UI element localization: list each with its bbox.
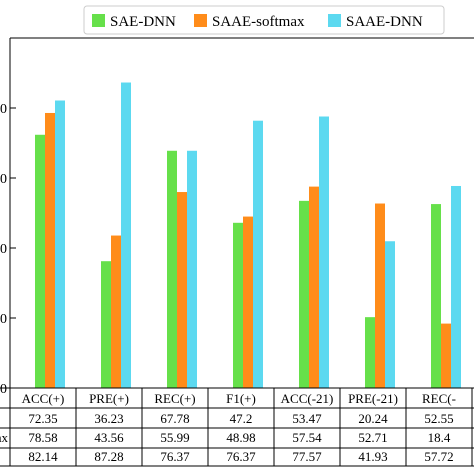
table-cell: 53.47 — [292, 411, 322, 426]
bar-saae-dnn-5 — [385, 241, 395, 388]
bar-saae-softmax-3 — [243, 216, 253, 388]
table-cell: 82.14 — [28, 449, 58, 464]
x-tick-label: ACC(-21) — [281, 391, 334, 406]
x-tick-label: PRE(+) — [89, 391, 129, 406]
table-cell: 67.78 — [160, 411, 189, 426]
table-cell: 76.37 — [226, 449, 256, 464]
bar-sae-dnn-4 — [299, 200, 309, 388]
legend-swatch-saae-softmax — [194, 14, 207, 27]
bar-saae-dnn-6 — [451, 185, 461, 388]
y-tick-label: 0 — [0, 242, 7, 257]
x-tick-label: ACC(+) — [22, 391, 65, 406]
bar-saae-dnn-2 — [187, 150, 197, 388]
bar-saae-softmax-1 — [111, 235, 121, 388]
x-tick-label: REC(- — [422, 391, 456, 406]
bar-sae-dnn-3 — [233, 222, 243, 388]
table-cell: 18.4 — [428, 430, 451, 445]
legend-label-saae-softmax: SAAE-softmax — [212, 14, 305, 30]
table-cell: 72.35 — [28, 411, 57, 426]
legend-label-sae-dnn: SAE-DNN — [110, 14, 176, 30]
bar-saae-softmax-6 — [441, 323, 451, 388]
table-row-label: ax — [0, 430, 8, 445]
bar-sae-dnn-1 — [101, 261, 111, 388]
x-tick-label: PRE(-21) — [348, 391, 398, 406]
y-axis-ticks: 0 0 0 0 0 — [0, 102, 16, 397]
table-cell: 76.37 — [160, 449, 190, 464]
bar-saae-dnn-4 — [319, 116, 329, 388]
y-tick-label: 0 — [0, 102, 7, 117]
table-cell: 57.72 — [424, 449, 453, 464]
bar-saae-softmax-0 — [45, 112, 55, 388]
table-cell: 55.99 — [160, 430, 189, 445]
bar-saae-dnn-3 — [253, 120, 263, 388]
table-cell: 77.57 — [292, 449, 322, 464]
legend-swatch-sae-dnn — [92, 14, 105, 27]
legend-swatch-saae-dnn — [328, 14, 341, 27]
bar-sae-dnn-2 — [167, 150, 177, 388]
bar-sae-dnn-0 — [35, 134, 45, 388]
y-tick-label: 0 — [0, 312, 7, 327]
table-cell: 36.23 — [94, 411, 123, 426]
table-cell: 43.56 — [94, 430, 124, 445]
bar-sae-dnn-5 — [365, 317, 375, 388]
legend-label-saae-dnn: SAAE-DNN — [346, 14, 423, 30]
table-cell: 87.28 — [94, 449, 123, 464]
table-cell: 41.93 — [358, 449, 387, 464]
bars — [35, 82, 461, 389]
table-cell: 47.2 — [230, 411, 253, 426]
table-cell: 57.54 — [292, 430, 322, 445]
bar-saae-softmax-5 — [375, 203, 385, 388]
bar-sae-dnn-6 — [431, 204, 441, 388]
bar-saae-softmax-4 — [309, 186, 319, 388]
bar-saae-dnn-1 — [121, 82, 131, 389]
legend-box — [83, 5, 445, 35]
x-tick-label: F1(+) — [226, 391, 256, 406]
table-cell: 48.98 — [226, 430, 255, 445]
y-tick-label: 0 — [0, 382, 7, 397]
table-cell: 20.24 — [358, 411, 388, 426]
data-table: ACC(+) PRE(+) REC(+) F1(+) ACC(-21) PRE(-21) R… — [0, 387, 474, 467]
table-cell: 52.71 — [358, 430, 387, 445]
y-tick-label: 0 — [0, 172, 7, 187]
table-cell: 78.58 — [28, 430, 57, 445]
legend: SAE-DNN SAAE-softmax SAAE-DNN — [83, 5, 445, 35]
bar-saae-dnn-0 — [55, 100, 65, 388]
bar-saae-softmax-2 — [177, 192, 187, 388]
x-tick-label: REC(+) — [154, 391, 195, 406]
table-cell: 52.55 — [424, 411, 453, 426]
